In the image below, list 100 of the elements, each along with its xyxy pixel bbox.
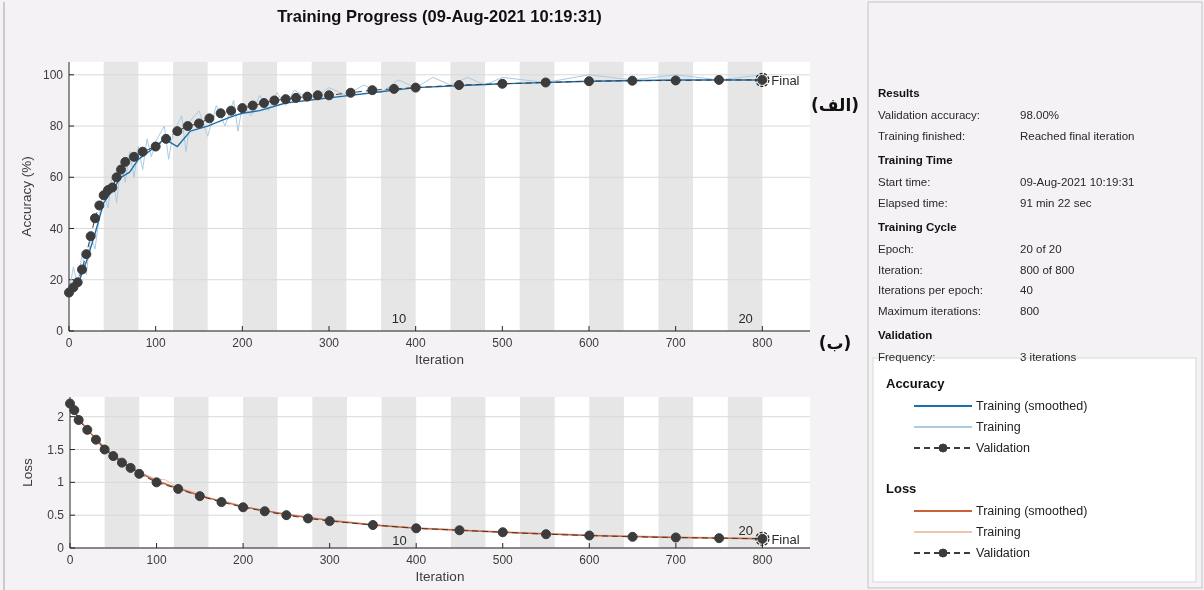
point (454, 80, 464, 91)
point (291, 92, 302, 103)
legend-item: Validation (913, 441, 1030, 455)
point (410, 82, 421, 93)
point (389, 83, 399, 94)
point (584, 530, 595, 541)
y-tick-label: 0.5 (47, 508, 65, 523)
point (116, 164, 126, 175)
annotation: 20 (738, 523, 753, 539)
point (151, 477, 162, 488)
point (367, 85, 378, 96)
y-tick-label: 40 (49, 221, 64, 236)
y-tick-label: 80 (49, 119, 64, 134)
point (280, 94, 291, 105)
point (72, 277, 83, 288)
x-tick-label: 800 (752, 553, 773, 567)
y-tick-label: 1.5 (47, 442, 65, 457)
point (714, 74, 724, 85)
point (237, 103, 248, 114)
legend-item: Validation (913, 546, 1030, 560)
point (99, 444, 110, 455)
point (85, 231, 96, 242)
text: Results (878, 87, 920, 99)
point (540, 77, 551, 88)
point (497, 78, 508, 89)
point (584, 76, 594, 87)
x-tick-label: 700 (665, 553, 687, 567)
legend-label: Training (976, 525, 1021, 539)
text: Validation (878, 329, 933, 341)
x-tick-label: 700 (665, 336, 686, 350)
legend-label: Validation (976, 546, 1031, 560)
x-tick-label: 500 (492, 553, 514, 567)
point (77, 264, 87, 275)
point (137, 146, 148, 157)
point (281, 510, 292, 521)
chart-title: Training Progress (09-Aug-2021 10:19:31) (277, 7, 602, 25)
x-tick-label: 500 (492, 336, 513, 350)
point (302, 91, 313, 102)
point (90, 213, 100, 224)
point (324, 516, 335, 527)
point (497, 527, 508, 538)
point (247, 100, 258, 111)
point (303, 513, 314, 524)
x-tick-label: 200 (233, 553, 254, 567)
point (94, 200, 105, 211)
point (627, 531, 638, 542)
point (312, 90, 323, 101)
point (194, 491, 205, 502)
point (259, 506, 270, 517)
point (150, 141, 161, 152)
y-tick-label: 0 (56, 324, 64, 338)
text: (ب) (818, 333, 852, 353)
point (108, 451, 119, 462)
point (627, 75, 638, 86)
point (129, 151, 139, 162)
point (107, 182, 118, 193)
x-tick-label: 100 (146, 553, 167, 567)
point (345, 87, 356, 98)
legend-label: Validation (976, 441, 1031, 455)
point (714, 533, 725, 544)
point (125, 462, 136, 473)
annotation: 10 (391, 311, 407, 327)
point (216, 497, 227, 508)
text: Training Time (878, 154, 953, 166)
text: 98.00% (1020, 109, 1060, 121)
point (182, 121, 193, 132)
x-tick-label: 200 (232, 336, 253, 350)
x-axis-title: Iteration (415, 352, 464, 367)
text: (الف) (810, 95, 860, 115)
x-tick-label: 600 (578, 336, 600, 350)
point (134, 468, 145, 479)
x-axis-title: Iteration (415, 569, 465, 584)
point (82, 424, 93, 435)
point (111, 172, 122, 183)
point (194, 118, 204, 129)
x-tick-label: 600 (579, 553, 600, 567)
point (69, 405, 80, 416)
annotation: 20 (738, 311, 753, 327)
point (81, 249, 92, 260)
text: Maximum iterations: (878, 304, 981, 317)
point (120, 156, 131, 167)
text: Training Cycle (878, 221, 957, 233)
point (324, 90, 334, 101)
y-tick-label: 100 (42, 67, 64, 82)
point (367, 520, 378, 531)
legend-title: Loss (886, 481, 917, 496)
point (670, 75, 681, 86)
point (215, 108, 226, 119)
y-tick-label: 2 (57, 409, 65, 424)
point (173, 483, 184, 494)
x-tick-label: 800 (752, 336, 773, 350)
text: Iteration: (878, 263, 923, 276)
point (269, 95, 280, 106)
y-axis-title: Loss (20, 458, 35, 487)
point (226, 105, 237, 116)
legend-item: Training (913, 420, 1021, 434)
text: 3 iterations (1020, 351, 1077, 363)
annotation: 10 (392, 533, 407, 549)
legend-label: Training (976, 420, 1021, 434)
x-tick-label: 100 (145, 336, 166, 350)
